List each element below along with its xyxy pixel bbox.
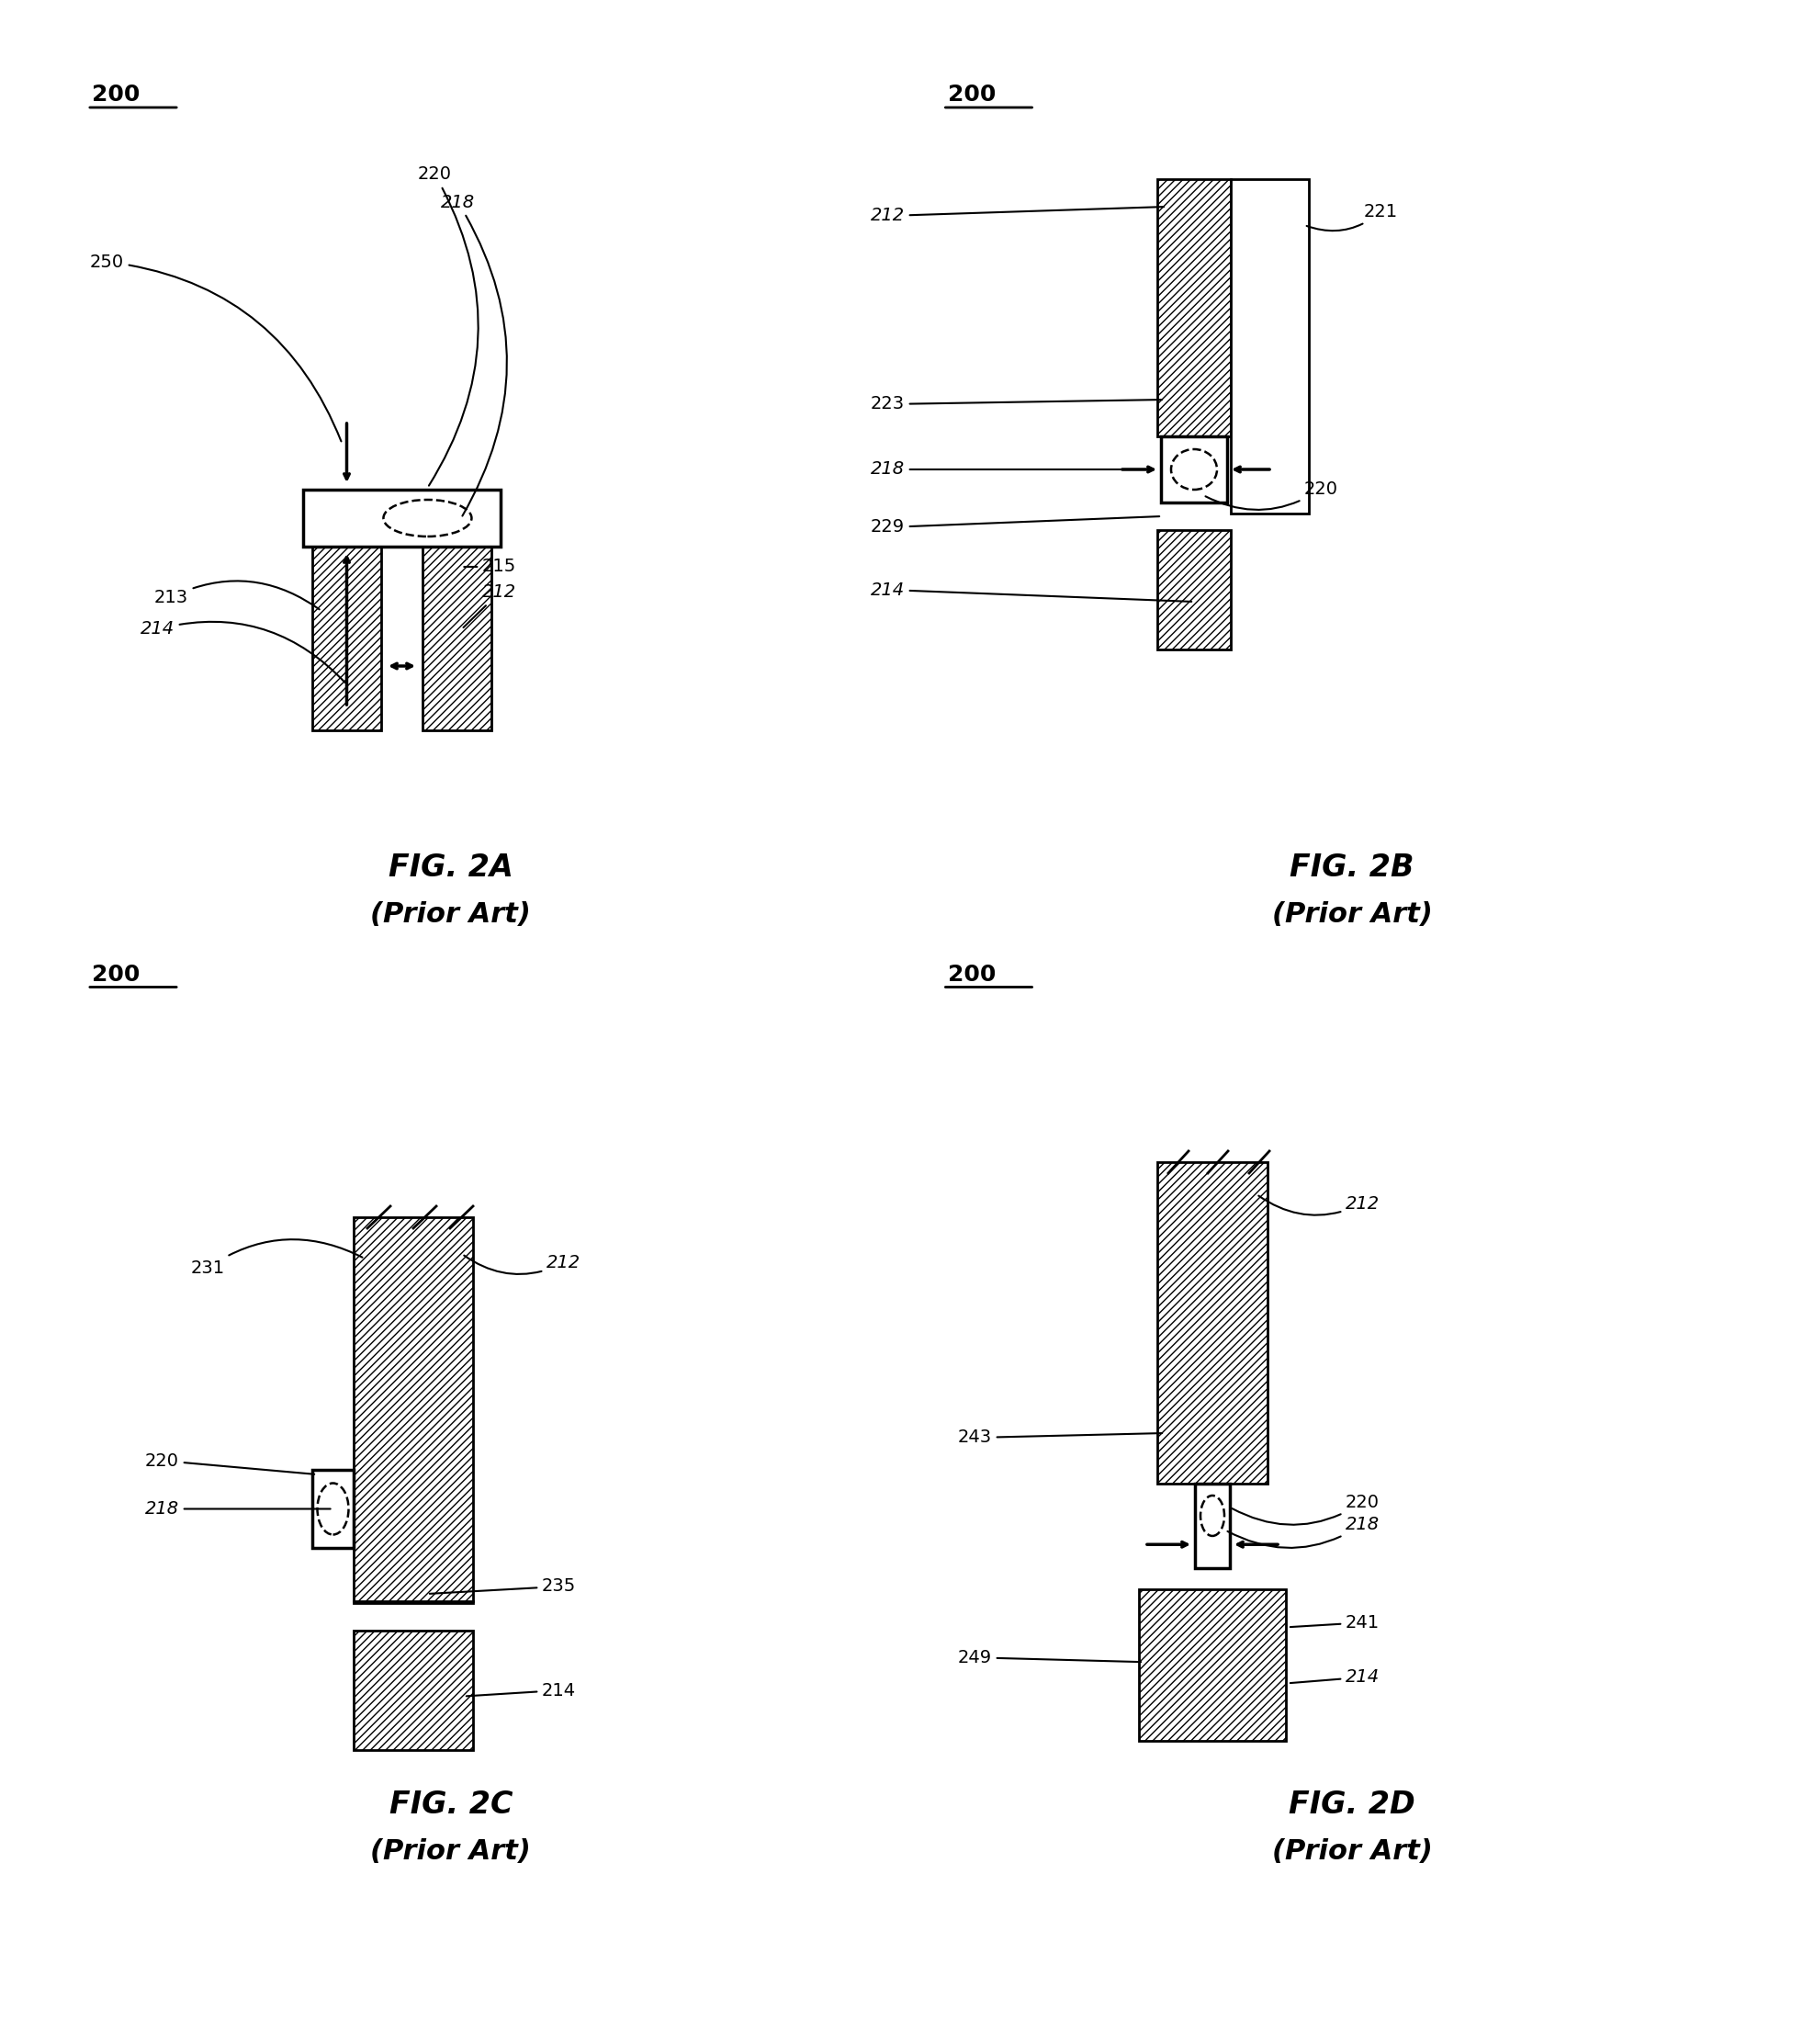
Text: 221: 221 [1307,202,1397,231]
Text: 223: 223 [871,394,1163,413]
Text: FIG. 2A: FIG. 2A [388,852,514,883]
Text: 218: 218 [1228,1515,1379,1547]
Bar [353,1218,472,1602]
Text: 200: 200 [947,963,995,985]
Text: (Prior Art): (Prior Art) [370,901,532,928]
Text: 243: 243 [957,1429,1163,1447]
Bar [1158,529,1231,650]
Text: 213: 213 [155,580,319,609]
Bar [312,1470,353,1547]
Text: 212: 212 [871,206,1165,225]
Bar [1139,1590,1286,1741]
Text: 231: 231 [191,1239,362,1275]
Text: (Prior Art): (Prior Art) [1271,1838,1433,1864]
Bar [353,1631,472,1750]
Text: 229: 229 [871,517,1159,536]
Text: 214: 214 [1291,1668,1379,1686]
Text: 218: 218 [442,194,507,515]
Bar [1158,1163,1268,1484]
Text: (Prior Art): (Prior Art) [370,1838,532,1864]
Text: 220: 220 [1206,480,1338,509]
Text: 241: 241 [1291,1615,1379,1631]
Bar [1195,1484,1230,1568]
Text: 200: 200 [92,963,141,985]
Text: FIG. 2D: FIG. 2D [1289,1791,1415,1821]
Text: 212: 212 [463,1255,581,1273]
Bar [1231,180,1309,513]
Bar [312,546,380,730]
Text: 200: 200 [92,84,141,106]
Bar [1158,180,1231,435]
Text: 212: 212 [1258,1194,1379,1214]
Text: FIG. 2C: FIG. 2C [389,1791,512,1821]
Text: 215: 215 [463,558,516,576]
Text: 214: 214 [467,1682,575,1699]
Text: 220: 220 [1231,1494,1379,1525]
Text: 214: 214 [141,621,344,683]
Text: 220: 220 [144,1451,314,1474]
Text: FIG. 2B: FIG. 2B [1289,852,1415,883]
Text: 214: 214 [871,580,1192,601]
Text: 200: 200 [947,84,995,106]
Bar [303,491,501,546]
Text: (Prior Art): (Prior Art) [1271,901,1433,928]
Text: 212: 212 [463,585,516,628]
Bar [1161,435,1228,503]
Text: 249: 249 [957,1650,1141,1666]
Text: 218: 218 [871,460,1154,478]
Text: 235: 235 [429,1578,577,1594]
Text: 220: 220 [418,166,478,486]
Bar [422,546,492,730]
Text: 250: 250 [90,253,341,442]
Text: 218: 218 [144,1500,330,1517]
